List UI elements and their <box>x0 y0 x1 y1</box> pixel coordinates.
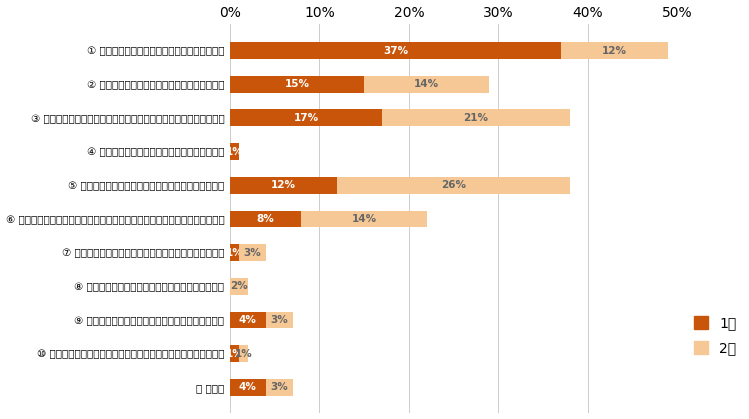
Text: 15%: 15% <box>285 79 309 89</box>
Text: 3%: 3% <box>243 248 261 258</box>
Text: 1%: 1% <box>225 147 243 157</box>
Text: 26%: 26% <box>441 180 466 190</box>
Text: 12%: 12% <box>602 46 627 56</box>
Legend: 1位, 2位: 1位, 2位 <box>689 310 742 361</box>
Bar <box>561 42 668 59</box>
Bar <box>337 177 570 194</box>
Text: 14%: 14% <box>351 214 377 224</box>
Bar <box>239 244 266 261</box>
Bar <box>301 210 427 228</box>
Text: 12%: 12% <box>271 180 296 190</box>
Text: 3%: 3% <box>270 315 288 325</box>
Text: 17%: 17% <box>294 113 318 123</box>
Bar <box>230 143 239 160</box>
Bar <box>239 345 248 362</box>
Bar <box>230 278 248 295</box>
Text: 14%: 14% <box>414 79 440 89</box>
Text: 1%: 1% <box>225 349 243 359</box>
Bar <box>230 210 301 228</box>
Text: 4%: 4% <box>239 383 257 392</box>
Bar <box>364 76 489 93</box>
Bar <box>230 379 266 396</box>
Text: 1%: 1% <box>225 248 243 258</box>
Bar <box>266 312 293 328</box>
Text: 1%: 1% <box>234 349 252 359</box>
Bar <box>230 42 561 59</box>
Bar <box>230 244 239 261</box>
Bar <box>230 312 266 328</box>
Bar <box>230 76 364 93</box>
Text: 2%: 2% <box>230 281 248 291</box>
Bar <box>230 177 337 194</box>
Bar <box>266 379 293 396</box>
Bar <box>230 109 382 126</box>
Text: 8%: 8% <box>257 214 275 224</box>
Bar <box>382 109 570 126</box>
Text: 4%: 4% <box>239 315 257 325</box>
Bar <box>230 345 239 362</box>
Text: 3%: 3% <box>270 383 288 392</box>
Text: 21%: 21% <box>464 113 488 123</box>
Text: 37%: 37% <box>383 46 408 56</box>
